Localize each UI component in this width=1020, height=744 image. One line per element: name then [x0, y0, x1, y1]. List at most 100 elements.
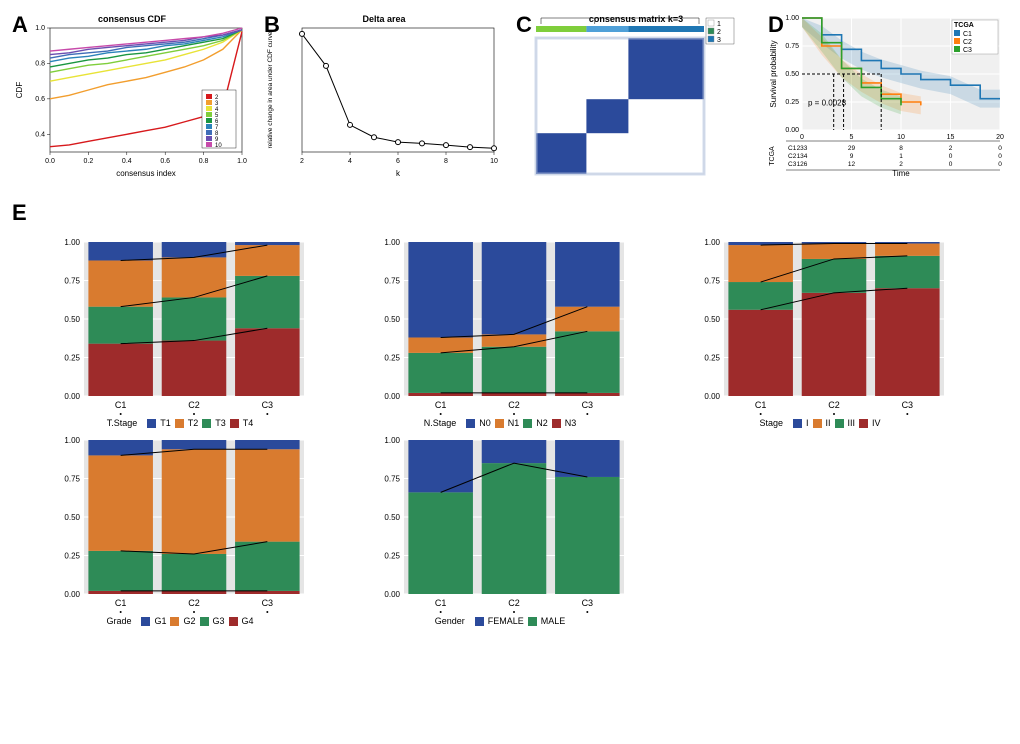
svg-text:0.50: 0.50	[704, 315, 720, 324]
panel-b: B Delta area 246810krelative change in a…	[262, 10, 506, 190]
panel-a-label: A	[12, 12, 28, 38]
svg-text:0.50: 0.50	[384, 513, 400, 522]
svg-text:1.00: 1.00	[704, 238, 720, 247]
svg-text:C2: C2	[188, 598, 200, 608]
svg-text:0.75: 0.75	[704, 277, 720, 286]
chart-legend: GenderFEMALEMALE	[435, 616, 566, 626]
svg-text:0.0: 0.0	[45, 158, 55, 165]
svg-text:1.00: 1.00	[384, 436, 400, 445]
panel-e-row2: 0.000.250.500.751.00C1C2C3GradeG1G2G3G40…	[10, 434, 1010, 626]
svg-text:C1: C1	[435, 598, 447, 608]
svg-text:0.00: 0.00	[785, 127, 799, 134]
panel-e-row1: 0.00 0.25 0.50 0.75 1.00 C1 C2 C3 T.StageT1T2T3T…	[10, 236, 1010, 428]
svg-text:C3: C3	[582, 400, 594, 410]
svg-text:C3: C3	[262, 598, 274, 608]
svg-text:8: 8	[444, 158, 448, 165]
svg-text:0.00: 0.00	[704, 392, 720, 401]
svg-text:0.75: 0.75	[384, 277, 400, 286]
svg-text:10: 10	[897, 134, 905, 141]
svg-text:0.00: 0.00	[384, 590, 400, 599]
svg-text:C1: C1	[755, 400, 767, 410]
svg-text:3: 3	[717, 37, 721, 44]
svg-text:12: 12	[848, 161, 856, 168]
svg-text:0: 0	[998, 153, 1002, 160]
svg-text:0.6: 0.6	[35, 96, 45, 103]
panel-c-label: C	[516, 12, 532, 38]
svg-text:C2: C2	[508, 598, 520, 608]
panel-a-title: consensus CDF	[10, 14, 254, 24]
svg-text:1: 1	[899, 153, 903, 160]
svg-text:CDF: CDF	[15, 82, 24, 99]
svg-text:C2: C2	[188, 400, 200, 410]
svg-text:C2: C2	[788, 153, 797, 160]
svg-text:0.2: 0.2	[84, 158, 94, 165]
svg-text:4: 4	[348, 158, 352, 165]
svg-text:C1: C1	[115, 598, 127, 608]
svg-text:0.75: 0.75	[785, 43, 799, 50]
svg-text:1.00: 1.00	[785, 15, 799, 22]
svg-text:6: 6	[396, 158, 400, 165]
svg-text:0.25: 0.25	[64, 354, 80, 363]
svg-text:C3: C3	[788, 161, 797, 168]
svg-text:0.25: 0.25	[384, 354, 400, 363]
svg-text:0.8: 0.8	[199, 158, 209, 165]
km-plot: 051015200.000.250.500.751.00Survival pro…	[766, 10, 1006, 180]
svg-text:2: 2	[949, 145, 953, 152]
svg-text:C1: C1	[435, 400, 447, 410]
svg-text:0.50: 0.50	[384, 315, 400, 324]
svg-text:1.00: 1.00	[64, 238, 80, 247]
figure-grid: A consensus CDF 0.0 0.2 0.4 0.6 0.8 1.0 0.4 0.6…	[10, 10, 1010, 626]
stacked-bar-gender: 0.000.250.500.751.00C1C2C3GenderFEMALEMA…	[370, 434, 630, 626]
panel-c-title: consensus matrix k=3	[514, 14, 758, 24]
svg-text:C3: C3	[963, 47, 972, 54]
svg-text:0.75: 0.75	[384, 475, 400, 484]
svg-text:1.0: 1.0	[35, 25, 45, 32]
svg-text:0.4: 0.4	[122, 158, 132, 165]
chart-legend: T.StageT1T2T3T4	[107, 418, 254, 428]
svg-text:TCGA: TCGA	[769, 146, 776, 166]
svg-text:5: 5	[850, 134, 854, 141]
svg-text:k: k	[396, 169, 401, 178]
svg-text:8: 8	[899, 145, 903, 152]
svg-text:0.00: 0.00	[64, 590, 80, 599]
svg-text:134: 134	[797, 153, 808, 160]
panel-e-label: E	[12, 200, 1012, 226]
svg-text:126: 126	[797, 161, 808, 168]
svg-text:233: 233	[797, 145, 808, 152]
delta-area-plot: 246810krelative change in area under CDF…	[262, 10, 502, 180]
svg-text:Survival probability: Survival probability	[769, 40, 778, 107]
svg-text:C2: C2	[508, 400, 520, 410]
svg-text:C2: C2	[828, 400, 840, 410]
svg-text:relative change in area under: relative change in area under CDF curve	[267, 31, 274, 148]
panel-d: D 051015200.000.250.500.751.00Survival p…	[766, 10, 1010, 190]
svg-text:0.50: 0.50	[64, 315, 80, 324]
svg-text:1.00: 1.00	[64, 436, 80, 445]
stacked-bar-t-stage: 0.000.250.500.751.00C1C2C3T.StageT1T2T3T…	[50, 236, 310, 428]
chart-legend: N.StageN0N1N2N3	[424, 418, 577, 428]
svg-text:0.75: 0.75	[64, 277, 80, 286]
svg-text:0.25: 0.25	[64, 552, 80, 561]
svg-text:0.50: 0.50	[785, 71, 799, 78]
svg-text:C3: C3	[582, 598, 594, 608]
panel-d-label: D	[768, 12, 784, 38]
svg-text:p = 0.0028: p = 0.0028	[808, 98, 847, 107]
svg-text:C3: C3	[262, 400, 274, 410]
svg-text:0: 0	[800, 134, 804, 141]
svg-text:0.6: 0.6	[160, 158, 170, 165]
svg-text:0.25: 0.25	[785, 99, 799, 106]
panel-b-title: Delta area	[262, 14, 506, 24]
svg-text:C1: C1	[963, 31, 972, 38]
svg-text:0.00: 0.00	[384, 392, 400, 401]
svg-text:2: 2	[300, 158, 304, 165]
stacked-bar-grade: 0.000.250.500.751.00C1C2C3GradeG1G2G3G4	[50, 434, 310, 626]
svg-text:0.4: 0.4	[35, 131, 45, 138]
svg-text:TCGA: TCGA	[954, 22, 974, 29]
stacked-bar-stage: 0.000.250.500.751.00C1C2C3StageIIIIIIIV	[690, 236, 950, 428]
svg-text:0.75: 0.75	[64, 475, 80, 484]
svg-text:1.00: 1.00	[384, 238, 400, 247]
cdf-plot: 0.00.20.40.60.81.00.40.60.81.0consensus …	[10, 10, 250, 180]
svg-text:0: 0	[949, 161, 953, 168]
svg-text:0.8: 0.8	[35, 60, 45, 67]
panel-c: C consensus matrix k=3 123	[514, 10, 758, 190]
svg-text:0: 0	[998, 161, 1002, 168]
